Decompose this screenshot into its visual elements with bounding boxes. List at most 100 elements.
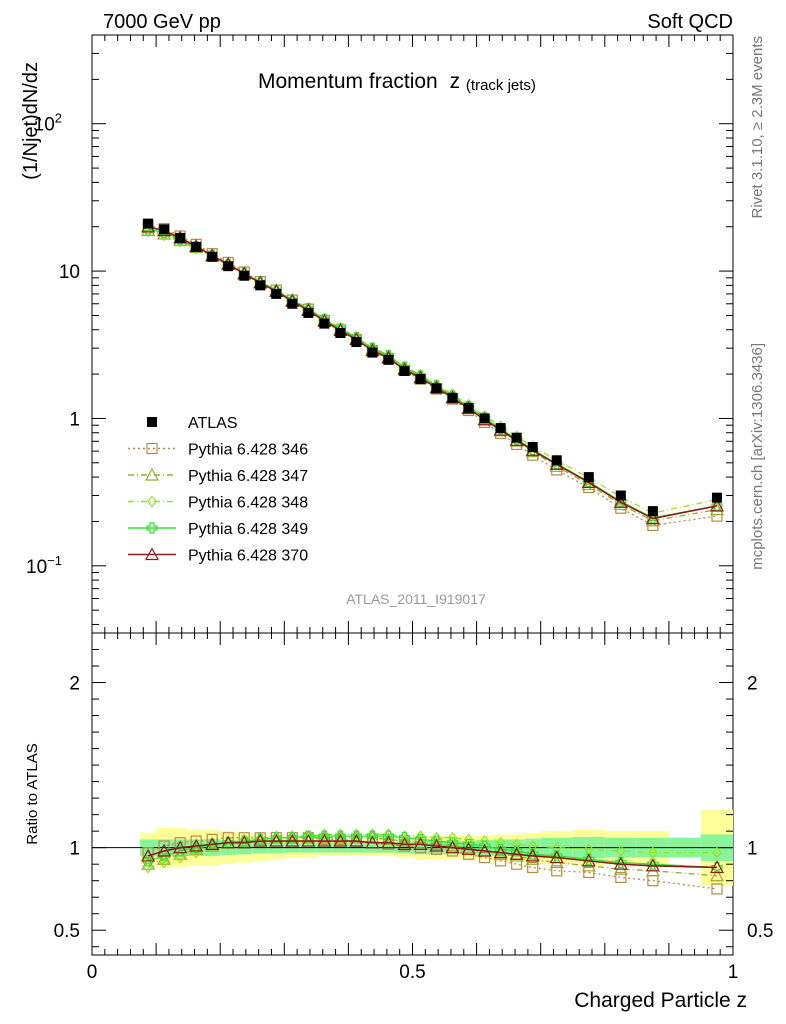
x-tick-label: 0: [87, 962, 98, 983]
y-tick-label-ratio-right: 1: [747, 839, 758, 860]
marker-filled-square: [351, 337, 362, 348]
marker-triangle: [381, 835, 396, 849]
marker-square: [711, 883, 723, 895]
legend-label: Pythia 6.428 347: [188, 468, 308, 485]
marker-triangle: [349, 833, 364, 847]
marker-triangle: [509, 848, 524, 862]
marker-cross: [146, 522, 158, 534]
marker-filled-square: [191, 241, 202, 252]
marker-filled-square: [207, 251, 218, 262]
marker-filled-square: [335, 328, 346, 339]
marker-triangle: [613, 856, 628, 870]
marker-cross: [495, 843, 507, 855]
marker-filled-square: [287, 298, 298, 309]
marker-triangle: [333, 833, 348, 847]
marker-triangle: [141, 848, 156, 862]
marker-cross: [238, 835, 250, 847]
marker-cross: [286, 832, 298, 844]
marker-cross: [583, 853, 595, 865]
marker-filled-square: [647, 506, 658, 517]
marker-diamond: [399, 830, 410, 843]
marker-triangle: [397, 837, 412, 850]
marker-square: [551, 865, 563, 877]
marker-triangle: [317, 830, 332, 844]
marker-square: [495, 855, 507, 867]
marker-filled-square: [511, 432, 522, 443]
y-tick-label-ratio-right: 2: [747, 674, 758, 695]
marker-filled-square: [319, 318, 330, 329]
marker-triangle: [144, 547, 160, 561]
marker-filled-square: [159, 224, 170, 235]
marker-triangle: [645, 511, 660, 525]
marker-cross: [551, 850, 563, 862]
marker-filled-square: [383, 354, 394, 365]
marker-filled-square: [447, 392, 458, 403]
x-tick-label: 0.5: [399, 962, 425, 983]
marker-triangle: [144, 467, 160, 481]
analysis-watermark: ATLAS_2011_I919017: [346, 591, 486, 607]
marker-triangle: [645, 858, 660, 872]
marker-triangle: [237, 835, 252, 849]
marker-triangle: [381, 832, 396, 846]
marker-filled-square: [303, 307, 314, 318]
marker-filled-square: [551, 455, 562, 466]
marker-triangle: [493, 845, 508, 859]
marker-triangle: [613, 494, 628, 508]
marker-triangle: [349, 830, 364, 844]
marker-filled-square: [479, 413, 490, 424]
marker-triangle: [581, 853, 596, 867]
marker-triangle: [709, 502, 724, 516]
marker-triangle: [205, 837, 220, 850]
marker-square: [479, 851, 491, 864]
marker-triangle: [269, 833, 284, 847]
marker-triangle: [333, 830, 348, 844]
marker-triangle: [549, 850, 564, 864]
marker-filled-square: [367, 347, 378, 358]
axis-ticks: [91, 34, 734, 955]
marker-triangle: [173, 847, 188, 860]
marker-triangle: [445, 840, 460, 854]
marker-triangle: [253, 833, 268, 847]
y-tick-label-ratio-right: 0.5: [747, 921, 773, 942]
marker-triangle: [141, 856, 156, 870]
marker-cross: [511, 845, 523, 857]
marker-triangle: [493, 847, 508, 860]
y-tick-label-main: 10−1: [26, 553, 62, 578]
marker-square: [615, 871, 627, 883]
legend-label: Pythia 6.428 370: [188, 548, 308, 565]
header-right-label: Soft QCD: [647, 11, 733, 33]
marker-diamond: [159, 856, 169, 869]
legend-label: Pythia 6.428 349: [188, 521, 308, 538]
marker-triangle: [429, 838, 444, 852]
marker-square: [583, 866, 595, 879]
marker-triangle: [413, 837, 428, 850]
marker-diamond: [351, 828, 362, 841]
y-tick-label-exponent: −1: [47, 553, 62, 568]
marker-triangle: [397, 833, 412, 847]
marker-filled-square: [711, 492, 722, 503]
marker-diamond: [143, 861, 153, 874]
marker-diamond: [319, 828, 330, 841]
marker-diamond: [367, 828, 378, 841]
legend-label: Pythia 6.428 346: [188, 442, 308, 459]
marker-triangle: [709, 868, 724, 882]
x-tick-label: 1: [728, 962, 739, 983]
marker-triangle: [317, 833, 332, 847]
legend: ATLAS Pythia 6.428 346 Pythia 6.428 347 Pyt…: [128, 415, 308, 565]
marker-cross: [647, 858, 659, 870]
marker-filled-square: [615, 490, 626, 501]
marker-triangle: [221, 835, 236, 849]
plot-title-sub: (track jets): [466, 77, 536, 94]
ratio-plot-series: [141, 828, 724, 895]
marker-triangle: [157, 843, 172, 857]
marker-filled-square: [255, 280, 266, 291]
side-label-rivet: Rivet 3.1.10, ≥ 2.3M events: [749, 36, 766, 219]
marker-triangle: [445, 838, 460, 852]
ratio-plot-frame: [91, 632, 734, 956]
marker-filled-square: [415, 374, 426, 385]
marker-square: [146, 442, 158, 455]
marker-triangle: [509, 847, 524, 860]
marker-triangle: [189, 838, 204, 852]
marker-cross: [527, 848, 539, 860]
